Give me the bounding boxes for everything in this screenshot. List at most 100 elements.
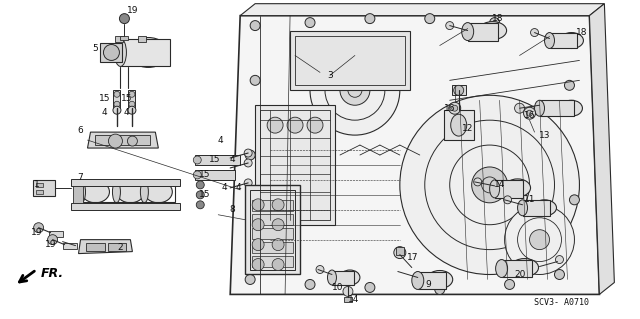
Ellipse shape: [116, 181, 145, 203]
Circle shape: [129, 91, 135, 97]
Bar: [113, 90, 120, 108]
Text: 18: 18: [492, 14, 504, 23]
Text: 15: 15: [99, 94, 110, 103]
Circle shape: [449, 102, 461, 114]
Bar: [115, 35, 124, 41]
Ellipse shape: [561, 100, 582, 116]
Text: 4: 4: [102, 108, 108, 117]
Text: 15: 15: [209, 155, 220, 165]
Circle shape: [196, 181, 204, 189]
Circle shape: [196, 201, 204, 209]
Text: 4: 4: [229, 155, 235, 165]
Bar: [332, 271, 354, 286]
Circle shape: [250, 75, 260, 85]
Bar: [72, 186, 83, 203]
Bar: [138, 35, 147, 41]
Circle shape: [472, 167, 508, 203]
Circle shape: [193, 156, 201, 164]
Ellipse shape: [81, 181, 109, 203]
Circle shape: [272, 219, 284, 231]
Text: 2: 2: [118, 243, 124, 252]
Bar: [36, 190, 43, 194]
Circle shape: [554, 270, 564, 279]
Text: 11: 11: [524, 195, 535, 204]
Bar: [76, 182, 175, 202]
Circle shape: [108, 134, 122, 148]
Ellipse shape: [328, 270, 337, 285]
Text: 19: 19: [127, 6, 138, 15]
Polygon shape: [230, 16, 600, 294]
Circle shape: [310, 46, 400, 135]
Circle shape: [504, 196, 511, 204]
Bar: [63, 243, 77, 249]
Text: 19: 19: [45, 240, 56, 249]
Circle shape: [252, 259, 264, 271]
Ellipse shape: [113, 181, 120, 203]
Circle shape: [272, 199, 284, 211]
Bar: [344, 297, 352, 302]
Circle shape: [524, 107, 536, 119]
Bar: [100, 42, 122, 63]
Circle shape: [305, 279, 315, 289]
Bar: [444, 110, 474, 140]
Circle shape: [400, 95, 579, 274]
Circle shape: [272, 259, 284, 271]
Circle shape: [445, 22, 454, 30]
Text: FR.: FR.: [40, 267, 64, 280]
Circle shape: [556, 256, 563, 263]
Ellipse shape: [490, 180, 500, 198]
Ellipse shape: [504, 179, 531, 197]
Circle shape: [343, 286, 353, 296]
Circle shape: [570, 195, 579, 205]
Bar: [290, 31, 410, 90]
Bar: [250, 190, 295, 270]
Text: 16: 16: [524, 111, 535, 120]
Circle shape: [365, 14, 375, 24]
Circle shape: [425, 14, 435, 24]
Circle shape: [340, 75, 370, 105]
Text: 4: 4: [124, 108, 129, 117]
Circle shape: [515, 103, 525, 113]
Text: 7: 7: [77, 174, 83, 182]
Text: 3: 3: [327, 71, 333, 80]
Circle shape: [129, 101, 135, 107]
Bar: [468, 23, 498, 41]
Circle shape: [193, 171, 201, 179]
Text: 19: 19: [31, 228, 42, 237]
Bar: [33, 180, 54, 196]
Circle shape: [564, 80, 575, 90]
Text: 12: 12: [462, 124, 474, 133]
Text: 10: 10: [332, 283, 344, 292]
Bar: [49, 231, 63, 237]
Circle shape: [287, 117, 303, 133]
Bar: [195, 170, 235, 180]
Text: 4: 4: [221, 183, 227, 192]
Text: 5: 5: [93, 44, 99, 53]
Text: 6: 6: [77, 126, 83, 135]
Circle shape: [252, 219, 264, 231]
Bar: [452, 85, 466, 95]
Text: 8: 8: [229, 205, 235, 214]
Circle shape: [244, 149, 252, 157]
Bar: [252, 256, 293, 267]
Circle shape: [47, 235, 58, 245]
Circle shape: [490, 18, 500, 27]
Circle shape: [127, 136, 138, 146]
Circle shape: [244, 159, 252, 167]
Circle shape: [272, 239, 284, 251]
Bar: [522, 200, 550, 216]
Ellipse shape: [427, 271, 452, 288]
Text: 18: 18: [576, 28, 587, 37]
Circle shape: [34, 223, 44, 233]
Circle shape: [113, 106, 121, 114]
Bar: [252, 200, 293, 211]
Ellipse shape: [518, 200, 527, 216]
Text: 15: 15: [198, 190, 210, 199]
Bar: [70, 203, 180, 210]
Circle shape: [435, 285, 445, 294]
Bar: [295, 35, 405, 85]
Bar: [245, 185, 300, 274]
Bar: [260, 110, 330, 220]
Circle shape: [250, 21, 260, 31]
Circle shape: [504, 279, 515, 289]
